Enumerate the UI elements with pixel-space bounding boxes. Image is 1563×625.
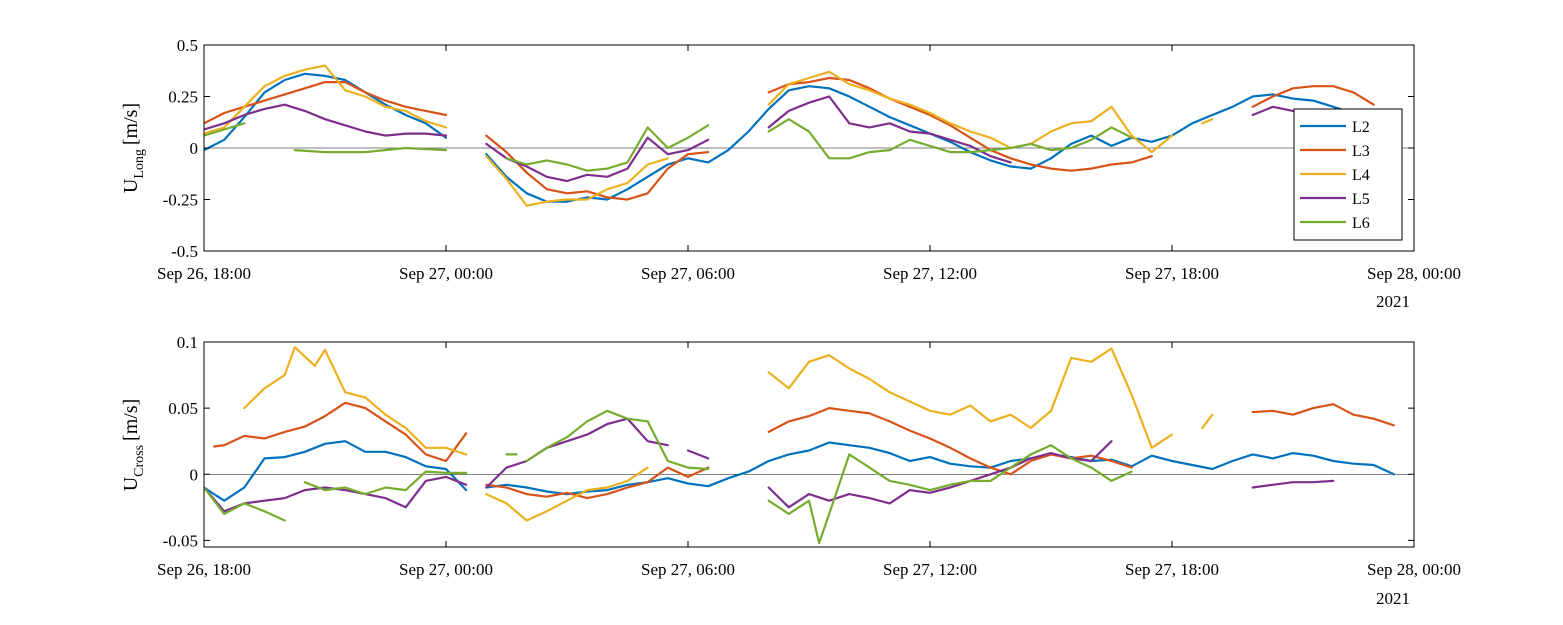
ylabel-unit-cross: [m/s]: [120, 399, 142, 441]
ylabel-sub-cross: Cross: [132, 445, 147, 477]
series-line-l6: [767, 444, 1133, 545]
series-line-l4: [767, 347, 1174, 449]
y-tick-label: 0.25: [168, 88, 198, 107]
axes-box-cross: [203, 341, 1415, 548]
series-line-l2: [485, 441, 1395, 496]
series-line-l3: [1251, 85, 1375, 108]
panel-cross: -0.05 0 0.05 0.1 Sep 26, 18:00 Sep 27, 00:00 S…: [120, 333, 1461, 579]
legend-label-l4: L4: [1352, 167, 1370, 184]
series-line-l4: [1201, 413, 1214, 430]
y-tick-label: 0: [190, 139, 199, 158]
series-line-l3: [213, 401, 468, 463]
series-line-l6: [293, 146, 448, 154]
series-line-l5: [767, 440, 1113, 509]
legend-label-l3: L3: [1352, 143, 1370, 160]
legend-label-l2: L2: [1352, 119, 1370, 136]
year-label-cross: 2021: [1376, 589, 1410, 608]
ylabel-main-cross: U: [120, 476, 142, 491]
series-line-l6: [204, 122, 246, 137]
y-axis-label-long: ULong [m/s]: [120, 103, 147, 193]
series-line-l2: [204, 72, 448, 152]
series-line-l5: [204, 103, 448, 137]
series-line-l3: [767, 76, 1153, 172]
series-line-l5: [686, 449, 710, 460]
series-line-l5: [485, 136, 710, 183]
plot-area-cross: [204, 342, 1414, 547]
ticks-long: -0.5 -0.25 0 0.25 0.5 Sep 26, 18:00 Sep 27, 00…: [157, 36, 1461, 283]
legend-items: L2 L3 L4 L5 L6: [1300, 119, 1370, 232]
series-group-cross: [204, 346, 1395, 545]
legend-label-l5: L5: [1352, 191, 1370, 208]
series-line-l2: [485, 85, 1355, 203]
x-tick-label: Sep 26, 18:00: [157, 560, 251, 579]
series-line-l2: [204, 440, 468, 502]
series-line-l4: [204, 64, 448, 135]
y-tick-label: -0.05: [163, 531, 198, 550]
panel-long: -0.5 -0.25 0 0.25 0.5 Sep 26, 18:00 Sep 27, 00…: [120, 36, 1461, 283]
series-line-l6: [525, 409, 710, 471]
x-tick-label: Sep 27, 06:00: [641, 264, 735, 283]
x-tick-label: Sep 27, 00:00: [399, 264, 493, 283]
series-line-l3: [485, 466, 710, 500]
series-line-l6: [204, 486, 286, 522]
x-tick-label: Sep 27, 18:00: [1125, 264, 1219, 283]
series-line-l4: [485, 155, 669, 207]
ylabel-sub-long: Long: [132, 149, 147, 179]
y-tick-label: -0.25: [163, 191, 198, 210]
series-line-l5: [1251, 479, 1335, 489]
x-tick-label: Sep 26, 18:00: [157, 264, 251, 283]
x-tick-label: Sep 27, 06:00: [641, 560, 735, 579]
series-line-l5: [767, 95, 1012, 164]
y-tick-label: -0.5: [171, 242, 198, 261]
x-tick-label: Sep 28, 00:00: [1367, 264, 1461, 283]
series-line-l5: [485, 417, 669, 489]
legend: L2 L3 L4 L5 L6: [1293, 108, 1403, 241]
y-tick-label: 0.5: [177, 36, 198, 55]
x-tick-label: Sep 27, 12:00: [883, 560, 977, 579]
y-axis-label-cross: UCross [m/s]: [120, 399, 147, 492]
series-line-l3: [1251, 403, 1395, 427]
series-line-l4: [485, 466, 649, 522]
y-tick-label: 0: [190, 465, 199, 484]
series-line-l6: [767, 118, 1133, 160]
ylabel-unit-long: [m/s]: [120, 103, 142, 145]
x-tick-label: Sep 27, 00:00: [399, 560, 493, 579]
x-tick-label: Sep 27, 12:00: [883, 264, 977, 283]
x-tick-label: Sep 28, 00:00: [1367, 560, 1461, 579]
series-line-l5: [1251, 105, 1295, 117]
series-line-l4: [767, 70, 1174, 154]
series-line-l4: [243, 346, 468, 456]
ylabel-main-long: U: [120, 178, 142, 193]
legend-label-l6: L6: [1352, 215, 1370, 232]
y-tick-label: 0.1: [177, 333, 198, 352]
year-label-long: 2021: [1376, 292, 1410, 311]
x-tick-label: Sep 27, 18:00: [1125, 560, 1219, 579]
axes-box-long: [203, 44, 1415, 252]
series-line-l4: [1201, 118, 1214, 125]
series-group-long: [204, 64, 1375, 207]
y-tick-label: 0.05: [168, 399, 198, 418]
series-line-l6: [505, 124, 710, 172]
ticks-cross: -0.05 0 0.05 0.1 Sep 26, 18:00 Sep 27, 00:00 S…: [157, 333, 1461, 579]
series-line-l6: [303, 470, 468, 496]
